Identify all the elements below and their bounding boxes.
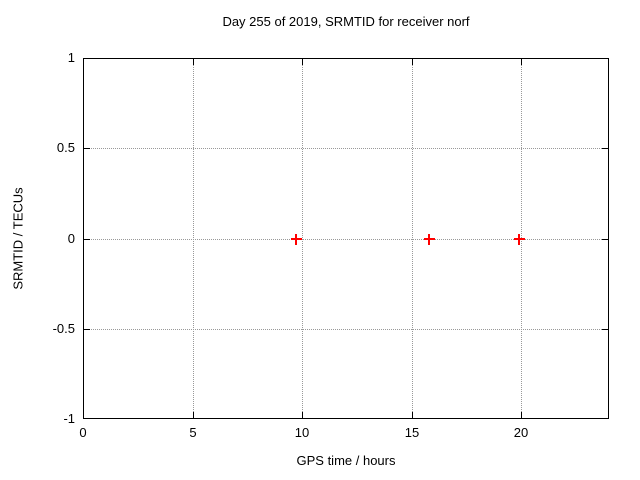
x-axis-label: GPS time / hours <box>296 453 396 468</box>
x-tick-label: 20 <box>513 425 529 440</box>
x-tick-mark <box>302 412 303 418</box>
x-tick-mark <box>302 59 303 65</box>
x-tick-mark <box>193 59 194 65</box>
x-tick-label: 10 <box>294 425 310 440</box>
plot-area <box>83 58 609 419</box>
x-tick-mark <box>412 59 413 65</box>
data-point-marker <box>295 234 297 245</box>
gridline-vertical <box>193 59 194 418</box>
gridline-horizontal <box>84 239 608 240</box>
y-tick-label: -0.5 <box>52 321 75 336</box>
data-point-marker <box>428 234 430 245</box>
y-tick-label: 1 <box>67 50 75 65</box>
data-point-marker <box>518 234 520 245</box>
x-tick-mark <box>521 59 522 65</box>
gridline-vertical <box>302 59 303 418</box>
x-tick-label: 0 <box>79 425 87 440</box>
gridline-horizontal <box>84 148 608 149</box>
x-tick-mark <box>521 412 522 418</box>
y-tick-label: 0 <box>67 231 75 246</box>
y-tick-mark <box>84 239 90 240</box>
gridline-horizontal <box>84 329 608 330</box>
y-tick-mark <box>602 148 608 149</box>
y-tick-mark <box>602 239 608 240</box>
gridline-vertical <box>412 59 413 418</box>
y-tick-mark <box>602 329 608 330</box>
x-tick-mark <box>412 412 413 418</box>
y-tick-mark <box>84 148 90 149</box>
y-axis-label: SRMTID / TECUs <box>10 187 26 290</box>
y-tick-label: 0.5 <box>56 140 75 155</box>
y-tick-label: -1 <box>63 411 75 426</box>
y-tick-mark <box>84 329 90 330</box>
chart-title: Day 255 of 2019, SRMTID for receiver nor… <box>222 14 470 29</box>
x-tick-label: 5 <box>189 425 197 440</box>
x-tick-mark <box>193 412 194 418</box>
x-tick-label: 15 <box>404 425 420 440</box>
